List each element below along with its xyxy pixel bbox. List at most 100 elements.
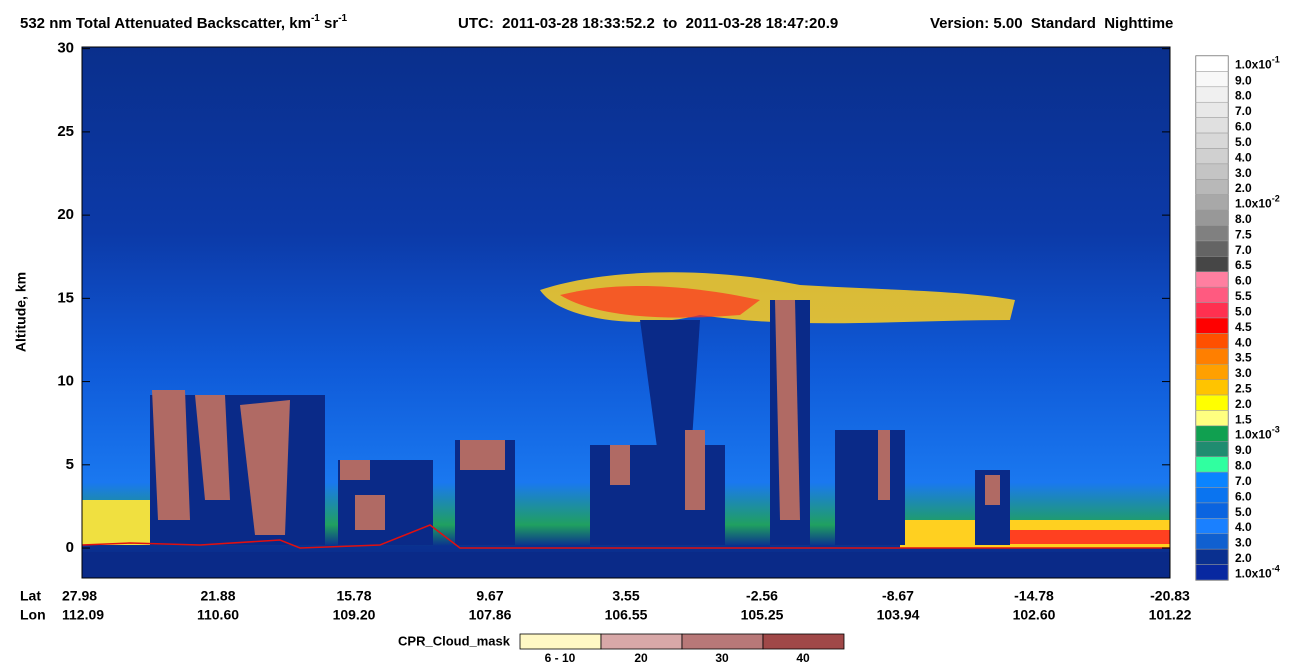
backscatter-image [81,47,1170,578]
colorbar-cell [1195,379,1229,396]
colorbar-cell [1195,86,1229,103]
x-tick-label: 101.22 [1149,607,1192,623]
cpr-legend-label: 30 [715,651,729,665]
cirrus [560,285,760,318]
colorbar-cell [1195,302,1229,319]
cpr-legend-title: CPR_Cloud_mask [398,633,511,648]
colorbar-label-base: 1.0x10 [1235,566,1272,580]
colorbar-cell [1195,117,1229,134]
colorbar-label: 8.0 [1235,212,1252,226]
y-tick-label: 0 [66,539,74,556]
x-tick-label: 15.78 [336,588,371,604]
x-tick-label: 27.98 [62,588,97,604]
colorbar-cell [1195,132,1229,149]
x-tick-label: 110.60 [197,607,239,623]
colorbar-label-exp: -3 [1272,425,1280,435]
colorbar-label: 4.0 [1235,335,1252,349]
colorbar-label-exp: -1 [1272,55,1280,65]
colorbar-label: 2.0 [1235,181,1252,195]
cpr-legend-swatch [762,633,845,650]
cpr-legend-swatch [681,633,764,650]
colorbar-cell [1195,441,1229,457]
colorbar-cell [1195,394,1229,411]
colorbar-label: 9.0 [1235,73,1252,87]
y-tick-label: 30 [57,40,74,57]
x-tick-label: 109.20 [333,607,376,623]
colorbar-cell [1195,410,1229,427]
utc-range: UTC: 2011-03-28 18:33:52.2 to 2011-03-28… [458,15,838,32]
colorbar-label-exp: -2 [1272,194,1280,204]
colorbar-cell [1195,240,1229,257]
title-sup: -1 [338,13,347,24]
colorbar-label-exp: -4 [1272,564,1280,574]
colorbar-label: 7.5 [1235,227,1252,241]
colorbar-label: 1.5 [1235,412,1252,426]
colorbar-cell [1195,487,1229,504]
colorbar-label: 7.0 [1235,474,1252,488]
y-tick-label: 5 [66,456,74,473]
colorbar-label: 5.0 [1235,304,1252,318]
colorbar-label: 8.0 [1235,89,1252,103]
colorbar-label: 4.0 [1235,520,1252,534]
colorbar-label: 6.0 [1235,120,1252,134]
x-tick-label: 106.55 [605,607,648,623]
colorbar-label: 1.0x10-2 [1235,194,1280,211]
colorbar-label: 5.0 [1235,505,1252,519]
x-tick-label: 9.67 [476,588,503,604]
x-tick-label: -20.83 [1150,588,1190,604]
colorbar-label: 3.0 [1235,536,1252,550]
colorbar-cell [1195,348,1229,365]
x-tick-label: 3.55 [612,588,639,604]
colorbar-label: 1.0x10-1 [1235,55,1280,72]
colorbar-label-base: 1.0x10 [1235,428,1272,442]
x-tick-label: -8.67 [882,588,914,604]
colorbar-label: 5.5 [1235,289,1252,303]
colorbar-cell [1195,518,1229,535]
colorbar-label: 1.0x10-4 [1235,564,1280,581]
y-tick-label: 25 [57,123,74,140]
surface-line [81,524,1170,549]
colorbar-cell [1195,548,1229,565]
colorbar-cell [1195,502,1229,519]
colorbar-label: 7.0 [1235,104,1252,118]
x-tick-label: -2.56 [746,588,778,604]
title-sup: -1 [311,13,320,24]
y-tick-label: 20 [57,206,74,223]
plot-frame [81,46,1171,579]
colorbar-label-base: 1.0x10 [1235,58,1272,72]
colorbar-cell [1195,163,1229,180]
x-tick-label: 102.60 [1013,607,1056,623]
colorbar-cell [1195,317,1229,334]
colorbar-label: 3.5 [1235,351,1252,365]
colorbar-cell [1195,55,1229,72]
x-tick-label: -14.78 [1014,588,1054,604]
x-tick-label: 105.25 [741,607,784,623]
cpr-legend-label: 6 - 10 [545,651,576,665]
title-text: 532 nm Total Attenuated Backscatter, km [20,15,311,32]
colorbar-label: 4.5 [1235,320,1252,334]
colorbar-label: 9.0 [1235,443,1252,457]
colorbar-label: 4.0 [1235,150,1252,164]
colorbar-label: 1.0x10-3 [1235,425,1280,442]
aerosol-layer [1000,530,1170,544]
colorbar-label: 7.0 [1235,243,1252,257]
colorbar-cell [1195,363,1229,380]
cpr-legend-label: 20 [634,651,648,665]
x-row-label: Lat [20,588,41,604]
colorbar-label: 3.0 [1235,166,1252,180]
colorbar-cell [1195,456,1229,473]
cpr-legend-swatch [600,633,683,650]
colorbar-label: 6.0 [1235,489,1252,503]
colorbar-cell [1195,209,1229,226]
colorbar-label: 2.5 [1235,382,1252,396]
colorbar-cell [1195,425,1229,442]
colorbar-cell [1195,71,1229,88]
colorbar-label: 5.0 [1235,135,1252,149]
colorbar-cell [1195,286,1229,303]
cpr-legend-label: 40 [796,651,810,665]
colorbar-cell [1195,148,1229,165]
subsurface [82,552,1170,578]
x-tick-label: 21.88 [200,588,235,604]
colorbar-cell [1195,533,1229,550]
